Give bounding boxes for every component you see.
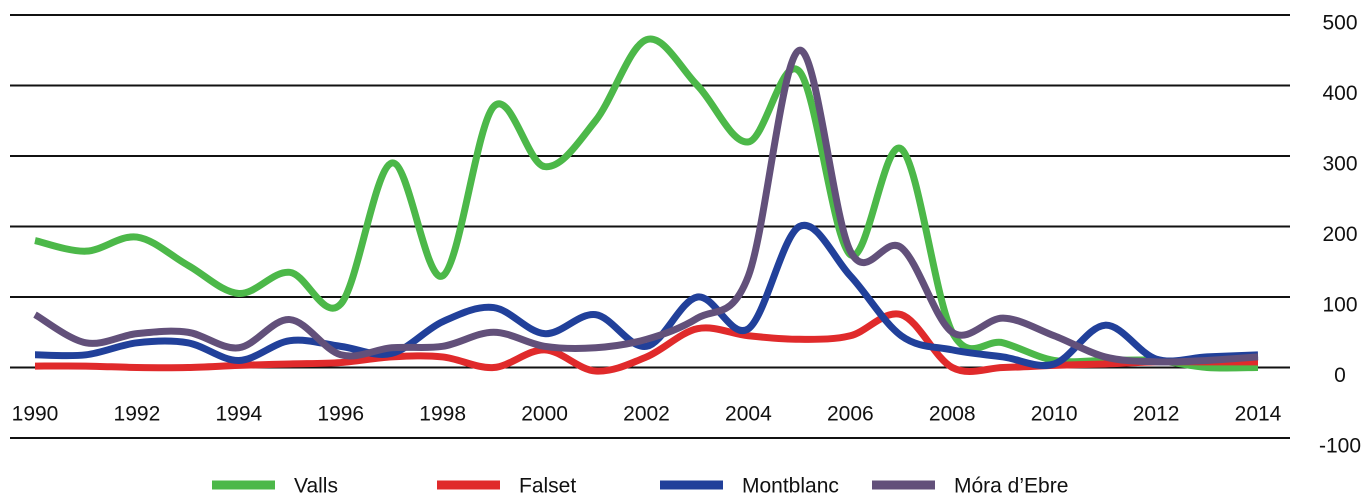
y-tick-label: 200 [1322,223,1357,246]
x-tick-label: 1996 [317,403,364,426]
series-line [34,221,1259,369]
legend-label: Falset [519,475,576,498]
y-tick-label: 100 [1322,294,1357,317]
x-tick-label: 2000 [521,403,568,426]
x-tick-label: 2014 [1235,403,1282,426]
x-tick-label: 2012 [1133,403,1180,426]
x-tick-label: 2004 [725,403,772,426]
x-tick-label: 2002 [623,403,670,426]
y-tick-label: 300 [1322,153,1357,176]
y-tick-label: 500 [1322,12,1357,35]
x-tick-label: 2008 [929,403,976,426]
series-line [34,35,1259,372]
x-tick-label: 1994 [215,403,262,426]
y-tick-label: -100 [1319,435,1361,458]
legend-label: Móra d’Ebre [954,475,1068,498]
y-tick-label: 0 [1334,364,1346,387]
series-line [33,46,1259,366]
x-tick-label: 2006 [827,403,874,426]
legend-label: Montblanc [742,475,839,498]
x-tick-label: 1998 [419,403,466,426]
legend-label: Valls [294,475,338,498]
x-tick-label: 1990 [12,403,59,426]
x-tick-label: 2010 [1031,403,1078,426]
x-tick-label: 1992 [114,403,161,426]
y-tick-label: 400 [1322,82,1357,105]
